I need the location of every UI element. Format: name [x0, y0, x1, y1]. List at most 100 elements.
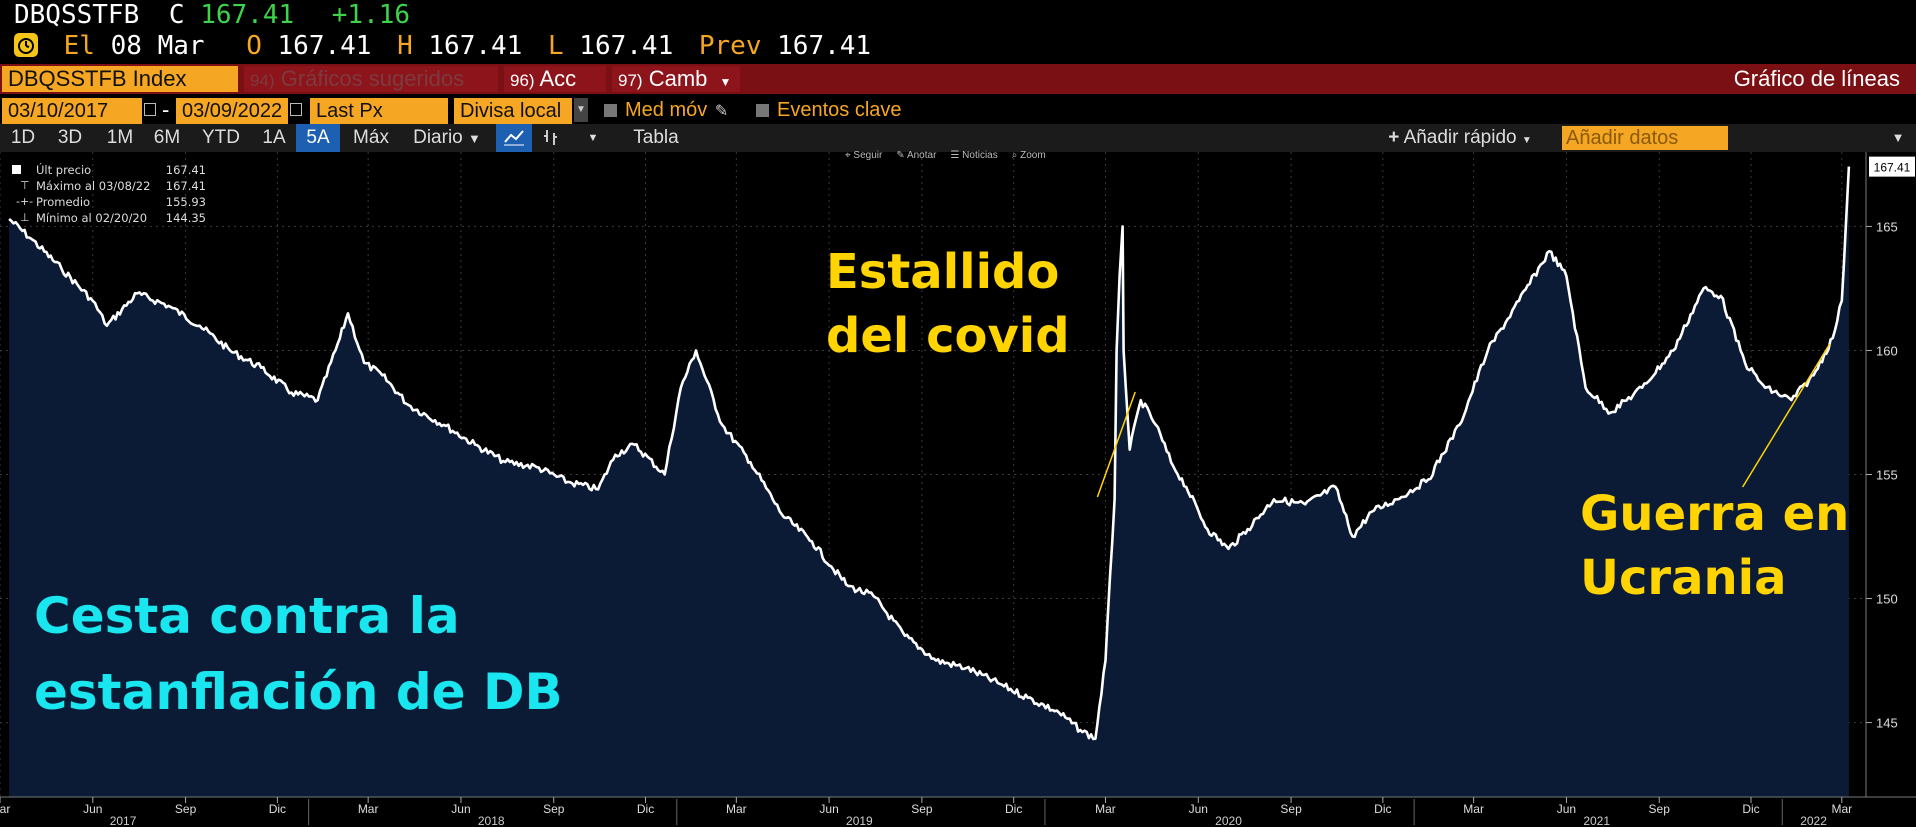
add-data-input[interactable]: Añadir datos [1562, 126, 1728, 150]
pencil-icon[interactable]: ✎ [714, 103, 729, 120]
chevron-down-icon: ▼ [468, 131, 481, 146]
chart-tools: ⌖ Seguir ✎ Anotar ☰ Noticias ⌕ Zoom [845, 150, 1046, 161]
x-tick-label: Jun [1189, 802, 1208, 816]
toolbar-menu-button[interactable]: ▼ [1884, 124, 1912, 152]
date-separator: - [162, 97, 170, 122]
magnifier-icon: ⌕ [1011, 150, 1018, 161]
quick-add-button[interactable]: + Añadir rápido ▼ [1378, 124, 1542, 152]
key-events-toggle[interactable]: Eventos clave [756, 96, 902, 124]
end-date-input[interactable]: 03/09/2022 [176, 98, 288, 124]
actions-menu[interactable]: 96) Acc ▼ [504, 66, 606, 117]
y-tick-label: 160 [1876, 343, 1898, 358]
x-tick-label: Mar [1463, 802, 1484, 816]
x-tick-label: Dic [269, 802, 286, 816]
range-1d[interactable]: 1D [10, 127, 36, 148]
moving-average-toggle[interactable]: Med móv ✎ [604, 96, 728, 124]
clock-icon [14, 33, 38, 57]
year-label: 2021 [1583, 814, 1610, 827]
chart-style-dropdown[interactable]: ▼ [580, 124, 606, 152]
chart-legend: Últ precio 167.41 ⊤ Máximo al 03/08/22 1… [12, 162, 206, 226]
close-value: 167.41 [200, 0, 295, 30]
x-tick-label: Mar [726, 802, 747, 816]
follow-label: Seguir [853, 150, 883, 161]
ukraine-annotation-line1: Guerra en [1580, 486, 1850, 542]
basket-annotation-line1: Cesta contra la [34, 587, 460, 645]
price-chart[interactable]: 145 150 155 160 165 167.41 Mar Jun Sep Dic Mar Jun S… [0, 152, 1916, 827]
covid-annotation-line1: Estallido [826, 244, 1060, 300]
legend-value: 144.35 [165, 211, 206, 225]
year-label: 2017 [110, 814, 137, 827]
zoom-label: Zoom [1020, 150, 1046, 161]
currency-select[interactable]: Divisa local [454, 98, 572, 124]
suggested-charts-menu[interactable]: 94) Gráficos sugeridos [244, 66, 498, 92]
range-3d[interactable]: 3D [57, 127, 83, 148]
ukraine-annotation-line2: Ucrania [1580, 550, 1787, 606]
chart-type-label: Gráfico de líneas [1733, 66, 1900, 91]
checkbox[interactable] [604, 104, 617, 117]
checkbox[interactable] [12, 162, 32, 178]
news-tool[interactable]: ☰ Noticias [950, 150, 997, 161]
key-events-label: Eventos clave [777, 99, 902, 121]
news-label: Noticias [962, 150, 998, 161]
legend-low[interactable]: ⊥ Mínimo al 02/20/20 144.35 [12, 210, 206, 226]
range-6m[interactable]: 6M [153, 127, 181, 148]
year-label: 2018 [478, 814, 505, 827]
calendar-icon[interactable] [144, 103, 156, 116]
legend-value: 155.93 [165, 195, 206, 209]
currency-value: Divisa local [460, 100, 562, 122]
ticker: DBQSSTFB [14, 0, 140, 30]
ohlc-header: El 08 Mar O 167.41 H 167.41 L 167.41 Pre… [14, 30, 871, 62]
legend-value: 167.41 [165, 163, 206, 177]
chevron-down-icon: ▼ [587, 132, 599, 144]
legend-high[interactable]: ⊤ Máximo al 03/08/22 167.41 [12, 178, 206, 194]
zoom-tool[interactable]: ⌕ Zoom [1012, 150, 1046, 161]
legend-label: Mínimo al 02/20/20 [36, 210, 148, 226]
range-1m[interactable]: 1M [106, 127, 134, 148]
pencil-icon: ✎ [896, 150, 905, 161]
prev-value: 167.41 [777, 31, 872, 61]
x-tick-label: Sep [175, 802, 197, 816]
range-1a[interactable]: 1A [262, 127, 286, 148]
follow-tool[interactable]: ⌖ Seguir [845, 150, 882, 161]
x-tick-label: Mar [0, 802, 10, 816]
legend-last-price[interactable]: Últ precio 167.41 [12, 162, 206, 178]
edit-menu[interactable]: 97) Camb ▼ [612, 66, 740, 92]
suggested-label: Gráficos sugeridos [280, 66, 465, 91]
y-tick-label: 155 [1876, 468, 1898, 483]
security-field[interactable]: DBQSSTFB Index [2, 66, 238, 92]
edit-num: 97) [618, 71, 643, 90]
x-tick-label: Dic [637, 802, 654, 816]
annotate-tool[interactable]: ✎ Anotar [896, 150, 936, 161]
bar-chart-button[interactable] [536, 124, 566, 152]
legend-value: 167.41 [165, 179, 206, 193]
x-tick-label: Sep [911, 802, 933, 816]
year-label: 2022 [1800, 814, 1827, 827]
field-select[interactable]: Last Px [310, 98, 448, 124]
y-tick-label: 145 [1876, 716, 1898, 731]
chevron-down-icon[interactable]: ▼ [574, 98, 588, 122]
x-tick-label: Mar [358, 802, 379, 816]
low-marker-icon: ⊥ [20, 211, 30, 224]
high-label: H [397, 31, 413, 61]
range-max[interactable]: Máx [353, 127, 389, 148]
basket-annotation-line2: estanflación de DB [34, 663, 563, 721]
start-date-value: 03/10/2017 [8, 100, 109, 122]
line-chart-button[interactable] [496, 124, 532, 152]
field-value: Last Px [316, 100, 383, 122]
legend-label: Máximo al 03/08/22 [36, 178, 151, 194]
news-icon: ☰ [950, 150, 960, 161]
ukraine-pointer-line [1742, 343, 1831, 488]
table-button[interactable]: Tabla [633, 127, 679, 148]
periodicity-select[interactable]: Diario ▼ [404, 124, 490, 152]
year-label: 2020 [1215, 814, 1242, 827]
actions-label: Acc [539, 66, 577, 91]
legend-average[interactable]: -+- Promedio 155.93 [12, 194, 206, 210]
start-date-input[interactable]: 03/10/2017 [2, 98, 142, 124]
range-5a[interactable]: 5A [296, 124, 340, 152]
range-ytd[interactable]: YTD [202, 127, 240, 148]
checkbox[interactable] [756, 104, 769, 117]
high-value: 167.41 [428, 31, 523, 61]
x-tick-label: Dic [1005, 802, 1022, 816]
average-marker-icon: -+- [16, 195, 34, 208]
calendar-icon[interactable] [290, 103, 302, 116]
